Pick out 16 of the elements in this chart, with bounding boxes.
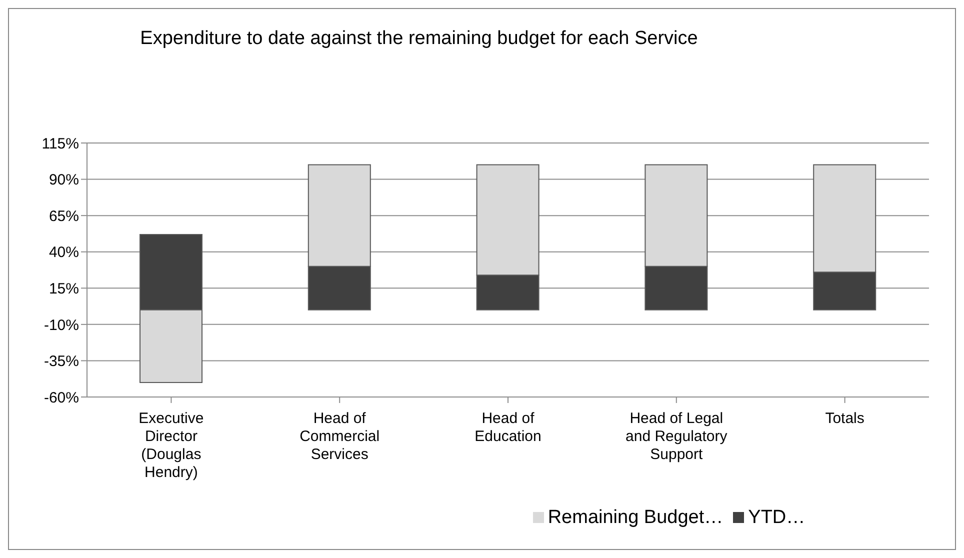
- x-tick-label: Head of Legal and Regulatory Support: [626, 410, 728, 463]
- legend-label: Remaining Budget…: [548, 507, 724, 528]
- y-tick-label: 15%: [48, 280, 79, 298]
- y-tick-label: 90%: [48, 172, 79, 189]
- x-tick-label: Executive Director (Douglas Hendry): [138, 410, 204, 481]
- x-tick-label: Head of Education: [474, 410, 542, 445]
- y-tick-label: 65%: [48, 208, 79, 225]
- y-tick-label: -60%: [44, 389, 79, 406]
- y-tick-label: -35%: [44, 353, 79, 370]
- y-tick-label: -10%: [44, 316, 79, 334]
- legend-label: YTD…: [748, 507, 806, 528]
- chart-title: Expenditure to date against the remaining budget for each Service: [139, 27, 699, 51]
- x-tick-label: Head of Commercial Services: [300, 410, 380, 463]
- y-tick-label: 115%: [42, 135, 79, 152]
- y-tick-label: 40%: [48, 244, 79, 262]
- x-tick-label: Totals: [825, 410, 864, 427]
